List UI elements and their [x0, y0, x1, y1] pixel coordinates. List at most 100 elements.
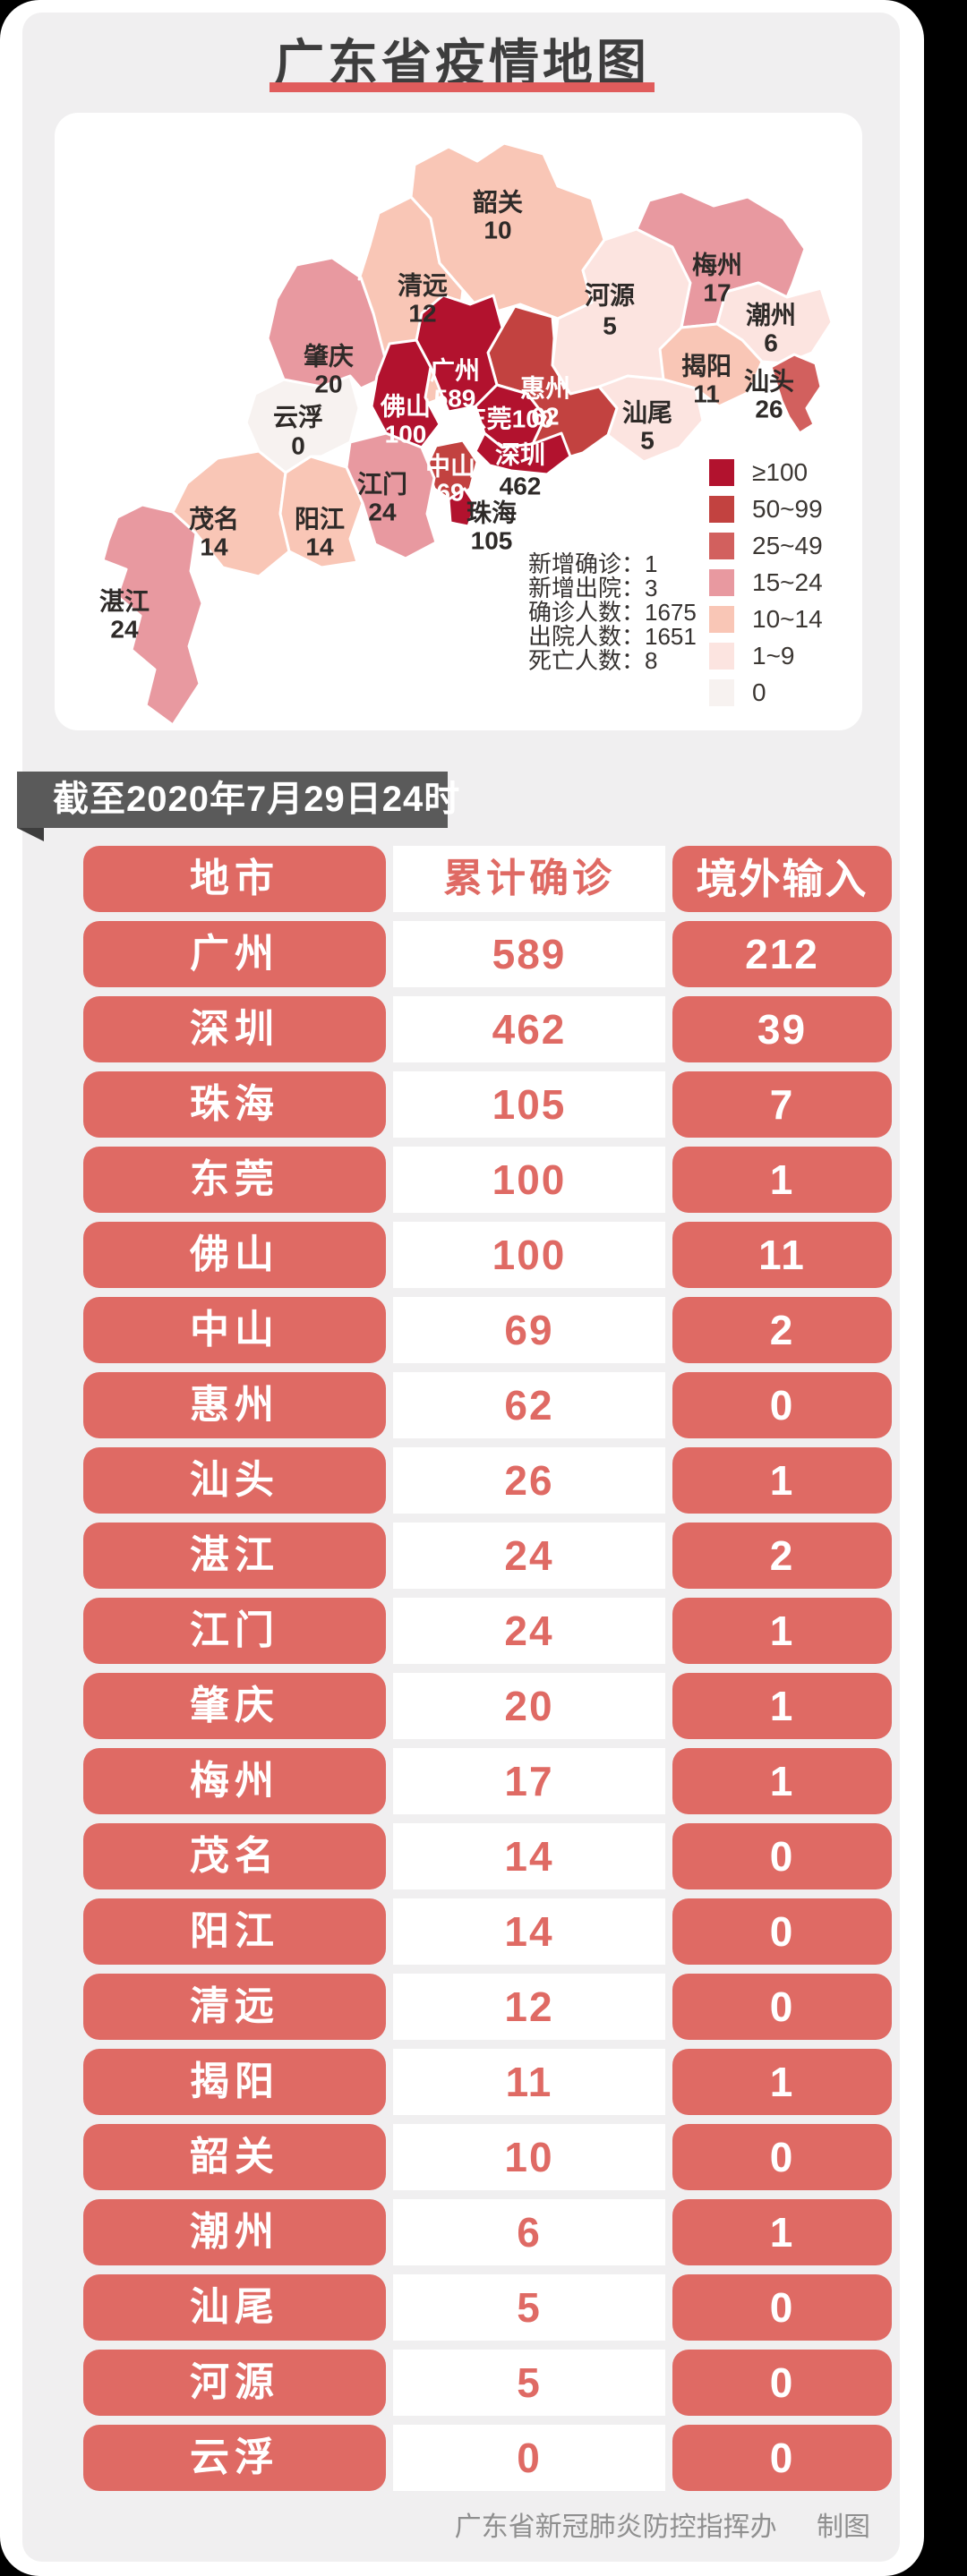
legend-item: 50~99: [709, 496, 861, 523]
table-cell: 26: [393, 1447, 665, 1514]
map-value-zhongshan: 69: [436, 479, 464, 507]
table-cell: 珠海: [83, 1071, 386, 1138]
table-cell: 0: [672, 2425, 892, 2491]
table-row: 阳江 14 0: [83, 1898, 892, 1965]
stat-line: 死亡人数：8: [528, 647, 658, 674]
map-value-jiangmen: 24: [368, 499, 397, 526]
header-cell: 累计确诊: [393, 846, 665, 912]
map-value-shantou: 26: [755, 396, 783, 423]
table-cell: 0: [672, 1974, 892, 2040]
table-cell: 6: [393, 2199, 665, 2265]
footer-credit: 制图: [817, 2512, 870, 2542]
table-cell: 1: [672, 2049, 892, 2115]
page-title: 广东省疫情地图: [274, 35, 650, 91]
table-cell: 汕尾: [83, 2274, 386, 2341]
table-cell: 17: [393, 1748, 665, 1814]
table-cell: 1: [672, 1748, 892, 1814]
legend-label: ≥100: [752, 458, 809, 486]
table-row: 惠州 62 0: [83, 1372, 892, 1438]
header-cell: 地市: [83, 846, 386, 912]
map-label-huizhou: 惠州: [520, 375, 570, 403]
legend-label: 1~9: [752, 642, 795, 670]
map-value-qingyuan: 12: [408, 300, 436, 328]
map-label-foshan: 佛山: [380, 393, 431, 421]
province-stats: 新增确诊：1 新增出院：3 确诊人数：1675 出院人数：1651 死亡人数：8: [528, 552, 697, 673]
table-cell: 20: [393, 1673, 665, 1739]
table-cell: 69: [393, 1297, 665, 1363]
table-cell: 589: [393, 921, 665, 987]
legend-label: 15~24: [752, 568, 823, 596]
map-label-zhanjiang: 湛江: [99, 588, 150, 616]
table-cell: 212: [672, 921, 892, 987]
legend-swatch: [709, 496, 734, 523]
map-label-qingyuan: 清远: [398, 272, 448, 300]
table-cell: 14: [393, 1823, 665, 1889]
map-label-zhuhai: 珠海: [466, 499, 517, 527]
table-cell: 茂名: [83, 1823, 386, 1889]
infographic-page: 广东省疫情地图 湛江 24 茂名 14 阳江 14 云浮 0 肇庆 20 清远 12 韶关 10 河源 5 梅州…: [0, 0, 924, 2576]
map-card: 湛江 24 茂名 14 阳江 14 云浮 0 肇庆 20 清远 12 韶关 10 河源 5 梅州 17 潮州 6 揭阳 1…: [55, 113, 862, 730]
table-row: 东莞 100 1: [83, 1147, 892, 1213]
table-cell: 11: [393, 2049, 665, 2115]
date-banner-text: 截至2020年7月29日24时: [53, 780, 461, 819]
map-region-meizhou: [635, 190, 807, 329]
map-region-shenzhen: [474, 431, 572, 476]
stat-line: 新增确诊：1: [528, 550, 658, 577]
legend-item: ≥100: [709, 459, 861, 486]
legend-item: 15~24: [709, 569, 861, 596]
map-label-yunfu: 云浮: [273, 404, 323, 431]
map-label-zhongshan: 中山: [425, 453, 475, 481]
stat-line: 确诊人数：1675: [528, 599, 697, 626]
map-label-guangzhou: 广州: [430, 357, 480, 385]
table-cell: 5: [393, 2274, 665, 2341]
table-cell: 云浮: [83, 2425, 386, 2491]
map-label-heyuan: 河源: [585, 282, 635, 310]
table-cell: 100: [393, 1222, 665, 1288]
table-cell: 惠州: [83, 1372, 386, 1438]
map-label-meizhou: 梅州: [692, 252, 742, 279]
map-value-shenzhen: 462: [500, 473, 542, 500]
table-cell: 佛山: [83, 1222, 386, 1288]
stat-line: 新增出院：3: [528, 575, 658, 601]
table-row: 韶关 10 0: [83, 2124, 892, 2190]
table-cell: 中山: [83, 1297, 386, 1363]
table-cell: 河源: [83, 2350, 386, 2416]
table-cell: 肇庆: [83, 1673, 386, 1739]
legend-swatch: [709, 606, 734, 633]
table-cell: 1: [672, 1447, 892, 1514]
legend-swatch: [709, 679, 734, 706]
table-cell: 汕头: [83, 1447, 386, 1514]
map-value-shanwei: 5: [640, 427, 655, 455]
city-table: 地市 累计确诊 境外输入 广州 589 212 深圳 462 39 珠海 105 7 东莞 100 1 佛山 1…: [83, 846, 892, 2500]
map-label-chaozhou: 潮州: [746, 302, 796, 329]
map-value-zhuhai: 105: [471, 527, 513, 555]
guangdong-choropleth-map: 湛江24茂名14阳江14云浮0肇庆20清远12韶关10河源5梅州17潮州6揭阳1…: [99, 141, 834, 727]
table-cell: 东莞: [83, 1147, 386, 1213]
table-row: 潮州 6 1: [83, 2199, 892, 2265]
table-cell: 105: [393, 1071, 665, 1138]
map-value-chaozhou: 6: [764, 329, 778, 357]
table-cell: 潮州: [83, 2199, 386, 2265]
table-cell: 江门: [83, 1598, 386, 1664]
table-row: 佛山 100 11: [83, 1222, 892, 1288]
map-region-shantou: [769, 353, 823, 435]
table-cell: 0: [393, 2425, 665, 2491]
legend-swatch: [709, 533, 734, 559]
table-cell: 湛江: [83, 1523, 386, 1589]
table-row: 汕头 26 1: [83, 1447, 892, 1514]
table-row: 江门 24 1: [83, 1598, 892, 1664]
table-row: 河源 5 0: [83, 2350, 892, 2416]
map-label-jieyang: 揭阳: [681, 353, 732, 380]
map-region-guangzhou: [415, 294, 504, 414]
table-cell: 深圳: [83, 996, 386, 1062]
table-header-row: 地市 累计确诊 境外输入: [83, 846, 892, 912]
map-value-huizhou: 62: [531, 403, 559, 431]
table-cell: 0: [672, 1372, 892, 1438]
table-cell: 62: [393, 1372, 665, 1438]
legend-label: 0: [752, 678, 766, 706]
map-region-zhuhai: [447, 487, 477, 528]
map-value-meizhou: 17: [703, 279, 731, 307]
map-value-heyuan: 5: [603, 312, 617, 340]
table-cell: 10: [393, 2124, 665, 2190]
legend-swatch: [709, 569, 734, 596]
